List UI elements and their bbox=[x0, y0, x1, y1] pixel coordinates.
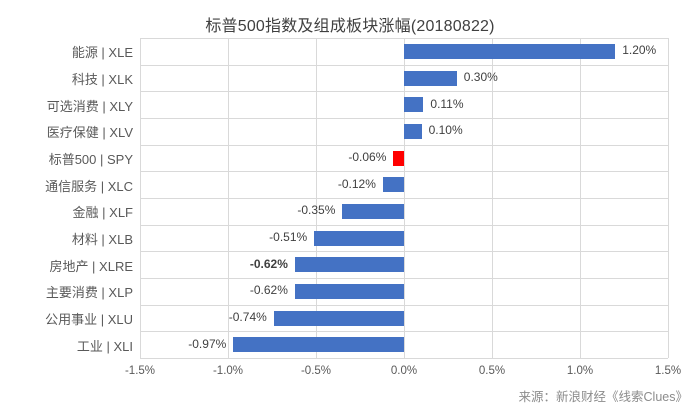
gridline-horizontal bbox=[140, 305, 668, 306]
value-label: -0.51% bbox=[269, 230, 308, 244]
category-label: 公用事业 | XLU bbox=[45, 312, 133, 327]
value-label: -0.35% bbox=[297, 203, 336, 218]
x-tick-label: 1.5% bbox=[654, 365, 682, 377]
gridline-horizontal bbox=[140, 91, 668, 92]
category-label: 标普500 | SPY bbox=[48, 152, 133, 167]
value-label: 0.10% bbox=[428, 123, 463, 138]
bar bbox=[294, 283, 404, 299]
plot-area: 1.20% 0.30% 0.11% 0.10% -0.06% -0.12% -0.35% -0… bbox=[140, 38, 669, 359]
category-label: 房地产 | XLRE bbox=[49, 258, 133, 274]
bar-highlight bbox=[393, 150, 404, 166]
bar bbox=[404, 43, 616, 59]
value-label: -0.74% bbox=[228, 310, 267, 324]
value-label: 0.30% bbox=[463, 70, 498, 84]
bar bbox=[342, 203, 404, 219]
x-tick-label: 0.5% bbox=[478, 365, 506, 377]
x-tick-label: 0.0% bbox=[390, 365, 418, 377]
gridline-horizontal bbox=[140, 331, 668, 332]
gridline-horizontal bbox=[140, 65, 668, 66]
source-note: 来源：新浪财经《线索Clues》 bbox=[518, 390, 688, 404]
category-label: 通信服务 | XLC bbox=[45, 178, 133, 194]
gridline-horizontal bbox=[140, 118, 668, 119]
gridline-vertical bbox=[668, 38, 669, 358]
gridline-horizontal bbox=[140, 358, 668, 359]
category-label: 可选消费 | XLY bbox=[46, 98, 133, 114]
bar bbox=[233, 337, 404, 353]
x-tick-label: -1.0% bbox=[212, 365, 244, 377]
value-label: 1.20% bbox=[622, 43, 657, 58]
value-label: 0.11% bbox=[430, 96, 464, 111]
x-tick-label: -1.5% bbox=[124, 365, 156, 377]
bar bbox=[404, 123, 422, 139]
value-label: -0.06% bbox=[348, 150, 387, 164]
value-label: -0.97% bbox=[188, 336, 227, 351]
x-tick-label: 1.0% bbox=[566, 365, 594, 377]
category-label: 金融 | XLF bbox=[72, 205, 133, 221]
category-label: 工业 | XLI bbox=[76, 338, 133, 354]
gridline-horizontal bbox=[140, 171, 668, 172]
category-label: 材料 | XLB bbox=[71, 232, 133, 247]
chart-title: 标普500指数及组成板块涨幅(20180822) bbox=[205, 18, 495, 35]
gridline-horizontal bbox=[140, 198, 668, 199]
category-label: 能源 | XLE bbox=[71, 45, 133, 61]
category-label: 医疗保健 | XLV bbox=[46, 125, 133, 141]
bar bbox=[382, 177, 404, 193]
category-label: 主要消费 | XLP bbox=[45, 285, 133, 301]
gridline-horizontal bbox=[140, 251, 668, 252]
gridline-horizontal bbox=[140, 225, 668, 226]
gridline-horizontal bbox=[140, 278, 668, 279]
bar bbox=[273, 310, 404, 326]
value-label: -0.62% bbox=[249, 283, 288, 298]
category-label: 科技 | XLK bbox=[71, 72, 133, 87]
bar bbox=[314, 230, 404, 246]
bar bbox=[404, 97, 424, 113]
gridline-horizontal bbox=[140, 145, 668, 146]
value-label: -0.62% bbox=[249, 256, 288, 271]
x-tick-label: -0.5% bbox=[300, 365, 332, 377]
bar bbox=[404, 70, 457, 86]
gridline-horizontal bbox=[140, 38, 668, 39]
value-label: -0.12% bbox=[337, 176, 376, 191]
bar bbox=[294, 257, 404, 273]
